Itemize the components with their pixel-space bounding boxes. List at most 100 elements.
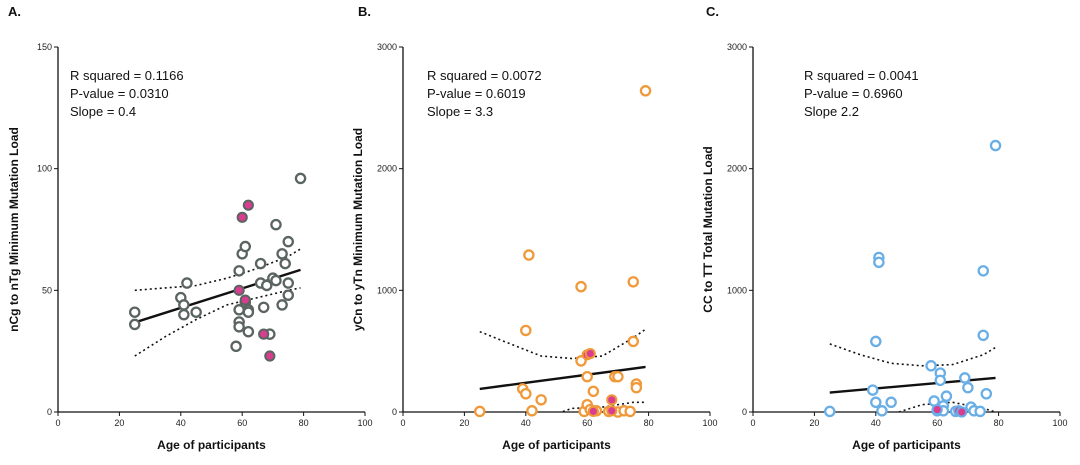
panel-c-data-point	[870, 396, 882, 409]
panel-c-data-point	[870, 335, 882, 348]
panel-a-data-point	[233, 321, 245, 333]
panel-c-x-tick-label: 60	[932, 418, 942, 428]
panel-b-y-tick-label: 1000	[377, 285, 397, 295]
panel-a-data-point	[128, 306, 141, 318]
panel-a-stat-line: R squared = 0.1166	[70, 68, 184, 83]
panel-a-stat-line: P-value = 0.0310	[70, 86, 169, 101]
panel-a-data-point	[230, 340, 242, 353]
panel-b-data-point	[587, 385, 600, 398]
panel-a-data-point	[254, 257, 267, 270]
panel-b-ci-lower	[559, 401, 646, 412]
panel-a-y-tick-label: 100	[37, 164, 52, 174]
panel-a-x-tick-label: 0	[55, 418, 60, 428]
panel-c-data-point	[974, 405, 986, 418]
panel-c-data-point	[940, 390, 953, 402]
panel-c-letter: C.	[706, 4, 719, 19]
panel-b-x-tick-label: 80	[644, 418, 654, 428]
panel-b-data-point	[575, 280, 587, 293]
panel-a-data-point	[276, 299, 288, 311]
panel-a-data-point-filled	[258, 328, 270, 340]
panel-a-data-point	[239, 240, 252, 253]
panel-a-data-point-filled	[233, 284, 245, 296]
panel-b-data-point	[473, 405, 486, 418]
panel-b-x-tick-label: 100	[702, 418, 717, 428]
panel-c-y-axis-label: CC to TT Total Mutation Load	[701, 146, 715, 312]
panel-a-data-point	[257, 301, 270, 314]
panel-b-data-point	[581, 370, 593, 383]
panel-b-stat-line: Slope = 3.3	[427, 104, 493, 119]
panel-a-y-axis-label: nCg to nTg Minimum Mutation Load	[7, 127, 21, 332]
panel-a-ci-upper	[134, 248, 301, 292]
panel-c-x-axis-label: Age of participants	[852, 438, 961, 452]
panel-a-x-tick-label: 60	[237, 418, 247, 428]
panel-b-data-point	[526, 405, 538, 417]
panel-b-x-tick-label: 40	[521, 418, 531, 428]
panel-a-data-point	[279, 257, 291, 270]
panel-b-y-tick-label: 0	[392, 407, 397, 417]
panel-b-x-tick-label: 60	[582, 418, 592, 428]
panel-a-data-point	[282, 289, 294, 301]
panel-b-data-point	[630, 381, 643, 394]
panel-a-y-tick-label: 0	[47, 407, 52, 417]
panel-b-data-point-filled	[606, 394, 618, 406]
panel-c-data-point	[989, 139, 1002, 152]
panel-c-x-tick-label: 80	[994, 418, 1004, 428]
panel-c-x-tick-label: 40	[871, 418, 881, 428]
panel-a-data-point-filled	[242, 199, 254, 211]
panel-c-data-point	[925, 360, 937, 372]
panel-c-data-point	[934, 374, 947, 387]
panel-a-data-point	[261, 279, 273, 292]
panel-a-data-point	[178, 299, 190, 311]
panel-b-x-tick-label: 0	[400, 418, 405, 428]
panel-a-data-point	[282, 235, 294, 248]
panel-a-data-point	[190, 306, 202, 318]
panel-b-data-point	[627, 335, 640, 348]
panel-a-data-point	[178, 308, 190, 321]
panel-a-x-tick-label: 20	[114, 418, 124, 428]
panel-c-data-point	[959, 372, 971, 384]
panel-b-data-point	[523, 249, 535, 261]
panel-b-data-point	[639, 85, 652, 97]
panel-b-data-point	[624, 405, 636, 418]
panel-c-data-point	[824, 405, 836, 418]
panel-b-data-point	[627, 276, 640, 288]
panel-a-ci-lower	[134, 287, 301, 357]
panel-a-data-point-filled	[264, 350, 276, 362]
panel-a-y-tick-label: 50	[42, 285, 52, 295]
panel-c-data-point	[977, 329, 990, 342]
panel-b-y-axis-label: yCn to yTn Minimum Mutation Load	[351, 128, 365, 331]
panel-a-data-point	[233, 265, 245, 277]
panel-a-data-point-filled	[239, 294, 251, 306]
panel-b-ci-upper	[479, 328, 646, 360]
panel-b-regression-line	[479, 365, 646, 391]
panel-b-letter: B.	[358, 4, 371, 19]
panel-a-data-point	[276, 248, 288, 260]
panel-b-y-tick-label: 2000	[377, 164, 397, 174]
panel-a-data-point	[270, 274, 282, 287]
panel-b-stat-line: R squared = 0.0072	[427, 68, 542, 83]
panel-b-x-tick-label: 20	[459, 418, 469, 428]
panel-a-x-tick-label: 100	[357, 418, 372, 428]
panel-b-y-tick-label: 3000	[377, 42, 397, 52]
panel-c-data-point	[876, 405, 888, 417]
panel-c-y-tick-label: 0	[742, 407, 747, 417]
panel-c-data-point	[866, 384, 879, 396]
panel-c-data-point	[885, 396, 897, 409]
panel-c-y-tick-label: 3000	[727, 42, 747, 52]
panel-a-data-point	[242, 325, 255, 338]
panel-c-data-point	[977, 265, 990, 277]
panel-a-x-axis-label: Age of participants	[157, 438, 266, 452]
panel-c-stat-line: P-value = 0.6960	[804, 86, 903, 101]
panel-c-x-tick-label: 20	[809, 418, 819, 428]
panel-b-data-point-filled	[587, 405, 599, 417]
panel-b-x-axis-label: Age of participants	[502, 438, 611, 452]
panel-a-data-point	[282, 277, 294, 289]
panel-a-letter: A.	[8, 4, 21, 19]
panel-a-data-point	[181, 277, 193, 289]
panel-c-data-point-filled	[956, 406, 968, 418]
panel-c-data-point-filled	[931, 403, 943, 416]
panel-c-stat-line: R squared = 0.0041	[804, 68, 919, 83]
panel-b-data-point	[612, 370, 624, 383]
panel-b-stat-line: P-value = 0.6019	[427, 86, 526, 101]
panel-b-data-point-filled	[584, 348, 596, 360]
